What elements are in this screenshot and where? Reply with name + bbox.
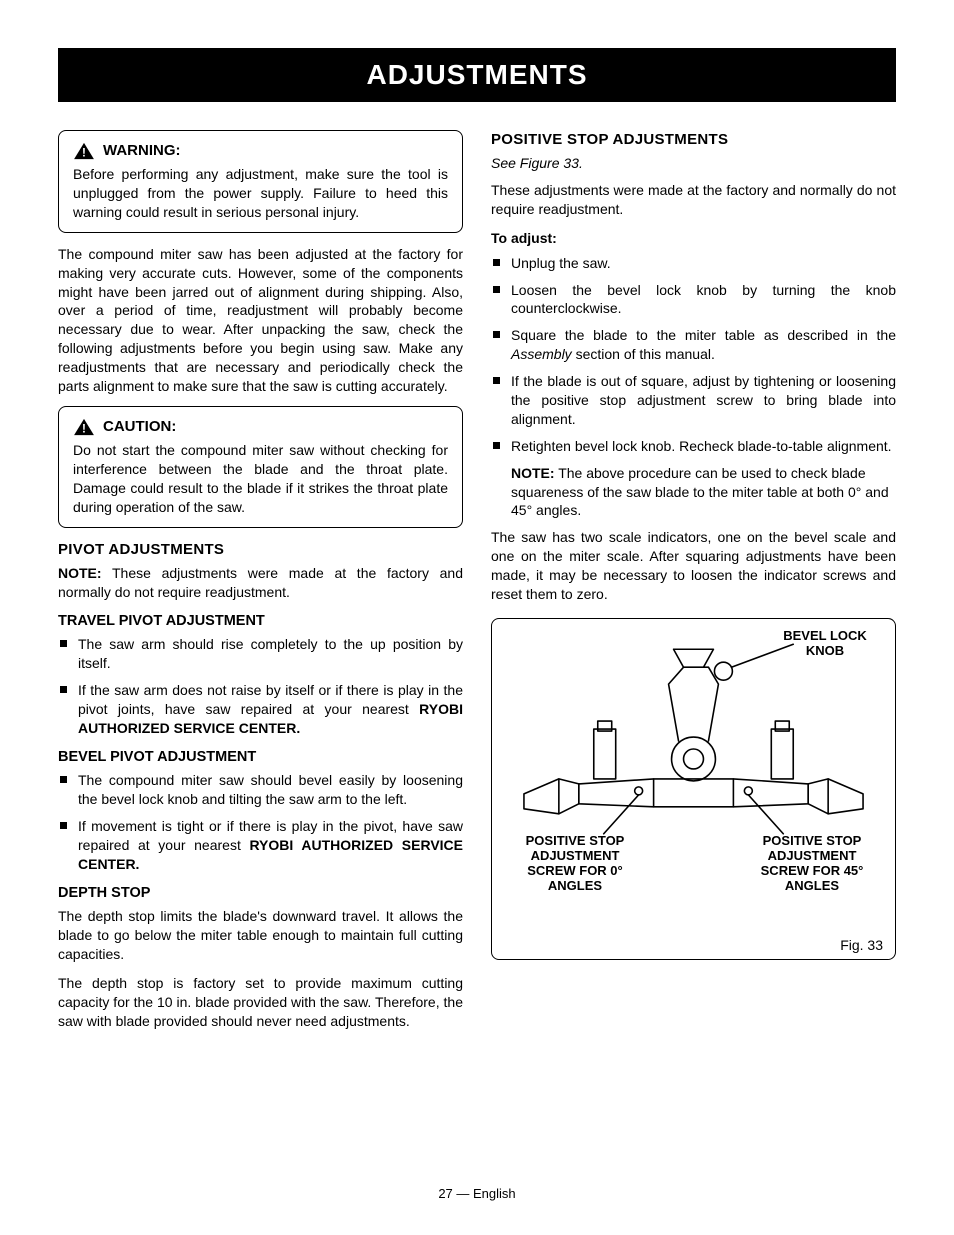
list-item: Loosen the bevel lock knob by turning th… xyxy=(491,281,896,319)
depth-p2: The depth stop is factory set to provide… xyxy=(58,974,463,1031)
warning-text: Before performing any adjustment, make s… xyxy=(73,165,448,222)
list-item: The compound miter saw should bevel easi… xyxy=(58,771,463,809)
figure-caption: Fig. 33 xyxy=(504,936,883,955)
positive-list: Unplug the saw. Loosen the bevel lock kn… xyxy=(491,254,896,456)
warning-box: ! WARNING: Before performing any adjustm… xyxy=(58,130,463,233)
note-text: The above procedure can be used to check… xyxy=(511,465,889,519)
figure-ref: See Figure 33. xyxy=(491,154,896,173)
positive-note: NOTE: The above procedure can be used to… xyxy=(491,464,896,521)
depth-heading: DEPTH STOP xyxy=(58,884,463,904)
right-column: POSITIVE STOP ADJUSTMENTS See Figure 33.… xyxy=(491,130,896,1041)
title-bar: ADJUSTMENTS xyxy=(58,48,896,102)
intro-paragraph: The compound miter saw has been adjusted… xyxy=(58,245,463,396)
positive-outro: The saw has two scale indicators, one on… xyxy=(491,528,896,604)
warning-label: WARNING: xyxy=(103,141,181,161)
positive-intro: These adjustments were made at the facto… xyxy=(491,181,896,219)
travel-list: The saw arm should rise completely to th… xyxy=(58,635,463,737)
caution-icon: ! xyxy=(73,418,95,436)
content-columns: ! WARNING: Before performing any adjustm… xyxy=(58,130,896,1041)
note-label: NOTE: xyxy=(511,465,555,481)
page-footer: 27 — English xyxy=(0,1185,954,1203)
bevel-list: The compound miter saw should bevel easi… xyxy=(58,771,463,873)
list-item: If the saw arm does not raise by itself … xyxy=(58,681,463,738)
fig-label-45: POSITIVE STOP ADJUSTMENT SCREW FOR 45° A… xyxy=(747,834,877,894)
list-item: The saw arm should rise completely to th… xyxy=(58,635,463,673)
caution-text: Do not start the compound miter saw with… xyxy=(73,441,448,517)
svg-text:!: ! xyxy=(82,422,86,435)
positive-heading: POSITIVE STOP ADJUSTMENTS xyxy=(491,130,896,150)
note-label: NOTE: xyxy=(58,565,102,581)
to-adjust-label: To adjust: xyxy=(491,229,896,248)
note-text: These adjustments were made at the facto… xyxy=(58,565,463,600)
list-item: If the blade is out of square, adjust by… xyxy=(491,372,896,429)
pivot-heading: PIVOT ADJUSTMENTS xyxy=(58,540,463,560)
figure-svg xyxy=(504,629,883,859)
fig-label-knob: BEVEL LOCK KNOB xyxy=(775,629,875,659)
list-item: If movement is tight or if there is play… xyxy=(58,817,463,874)
list-item: Square the blade to the miter table as d… xyxy=(491,326,896,364)
svg-text:!: ! xyxy=(82,146,86,159)
fig-label-0: POSITIVE STOP ADJUSTMENT SCREW FOR 0° AN… xyxy=(510,834,640,894)
list-item: Retighten bevel lock knob. Recheck blade… xyxy=(491,437,896,456)
depth-p1: The depth stop limits the blade's downwa… xyxy=(58,907,463,964)
caution-label: CAUTION: xyxy=(103,417,176,437)
warning-icon: ! xyxy=(73,142,95,160)
bevel-heading: BEVEL PIVOT ADJUSTMENT xyxy=(58,748,463,768)
list-item: Unplug the saw. xyxy=(491,254,896,273)
figure-box: BEVEL LOCK KNOB POSITIVE STOP ADJUSTMENT… xyxy=(491,618,896,960)
travel-heading: TRAVEL PIVOT ADJUSTMENT xyxy=(58,612,463,632)
page-title: ADJUSTMENTS xyxy=(58,56,896,94)
left-column: ! WARNING: Before performing any adjustm… xyxy=(58,130,463,1041)
caution-box: ! CAUTION: Do not start the compound mit… xyxy=(58,406,463,528)
pivot-note: NOTE: These adjustments were made at the… xyxy=(58,564,463,602)
